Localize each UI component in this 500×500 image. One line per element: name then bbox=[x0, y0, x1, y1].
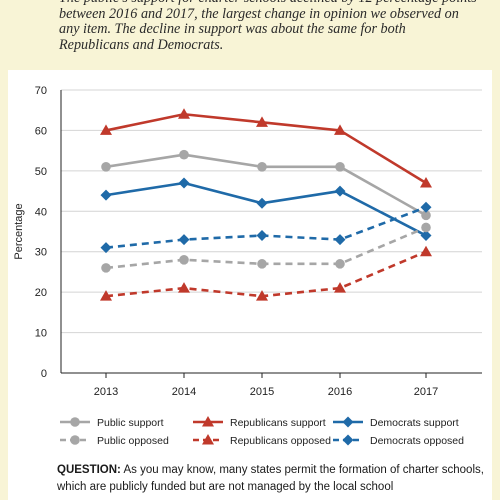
x-tick-label: 2014 bbox=[172, 386, 196, 398]
question-label: QUESTION: bbox=[57, 464, 121, 476]
question-text: QUESTION: As you may know, many states p… bbox=[57, 462, 497, 496]
x-tick-label: 2016 bbox=[328, 386, 352, 398]
data-point bbox=[334, 234, 346, 246]
data-point bbox=[178, 282, 190, 293]
series-line-0 bbox=[105, 153, 427, 217]
data-point bbox=[178, 108, 190, 119]
legend-marker bbox=[202, 434, 214, 445]
data-point bbox=[334, 124, 346, 135]
series-line-5 bbox=[105, 206, 427, 249]
data-point bbox=[178, 234, 190, 246]
y-axis-label: Percentage bbox=[13, 203, 25, 259]
data-point bbox=[257, 259, 267, 269]
legend-label: Republicans support bbox=[230, 417, 326, 429]
data-point bbox=[178, 177, 190, 189]
legend-marker bbox=[342, 416, 354, 428]
y-tick-label: 20 bbox=[35, 287, 47, 299]
data-point bbox=[420, 245, 432, 257]
data-point bbox=[256, 230, 268, 242]
data-point bbox=[420, 176, 432, 188]
series-line-4 bbox=[105, 250, 427, 298]
legend-marker bbox=[70, 417, 80, 427]
data-point bbox=[179, 255, 189, 265]
question-body: As you may know, many states permit the … bbox=[57, 464, 484, 493]
x-tick-label: 2015 bbox=[250, 386, 274, 398]
data-point bbox=[421, 210, 431, 221]
data-point bbox=[179, 149, 189, 160]
y-tick-label: 70 bbox=[35, 85, 47, 97]
data-point bbox=[256, 116, 268, 127]
data-point bbox=[420, 201, 432, 213]
legend-marker bbox=[342, 434, 354, 446]
intro-text: The public's support for charter schools… bbox=[59, 0, 477, 53]
data-point bbox=[335, 162, 345, 172]
y-tick-label: 50 bbox=[35, 166, 47, 178]
legend-label: Democrats opposed bbox=[370, 435, 464, 447]
data-point bbox=[100, 124, 112, 135]
legend-label: Public opposed bbox=[97, 435, 169, 447]
y-tick-label: 40 bbox=[35, 206, 47, 218]
line-chart: 0 10 20 30 40 50 60 70 2013 2014 2015 2016 2017 Perce… bbox=[13, 85, 482, 447]
legend-label: Democrats support bbox=[370, 417, 459, 429]
x-tick-label: 2013 bbox=[94, 386, 118, 398]
data-point bbox=[101, 263, 111, 273]
legend-marker bbox=[70, 435, 80, 445]
chart-panel: 0 10 20 30 40 50 60 70 2013 2014 2015 2016 2017 Perce… bbox=[8, 70, 492, 500]
data-point bbox=[334, 282, 346, 293]
data-point bbox=[256, 290, 268, 301]
data-point bbox=[100, 242, 112, 254]
series-line-2 bbox=[105, 181, 427, 237]
legend-marker bbox=[202, 416, 214, 427]
data-point bbox=[256, 197, 268, 209]
legend-label: Public support bbox=[97, 417, 164, 429]
y-tick-label: 10 bbox=[35, 328, 47, 340]
data-point bbox=[334, 185, 346, 197]
legend-label: Republicans opposed bbox=[230, 435, 331, 447]
x-tick-label: 2017 bbox=[414, 386, 438, 398]
y-tick-label: 30 bbox=[35, 247, 47, 259]
y-tick-label: 60 bbox=[35, 125, 47, 137]
data-point bbox=[100, 189, 112, 201]
data-point bbox=[421, 222, 431, 233]
data-point bbox=[101, 162, 111, 172]
data-point bbox=[100, 290, 112, 301]
data-point bbox=[335, 259, 345, 269]
data-point bbox=[257, 162, 267, 172]
y-tick-label: 0 bbox=[41, 368, 47, 380]
data-point bbox=[420, 230, 432, 242]
